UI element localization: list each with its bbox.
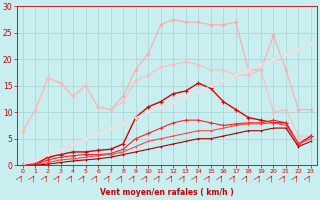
X-axis label: Vent moyen/en rafales ( km/h ): Vent moyen/en rafales ( km/h ) (100, 188, 234, 197)
